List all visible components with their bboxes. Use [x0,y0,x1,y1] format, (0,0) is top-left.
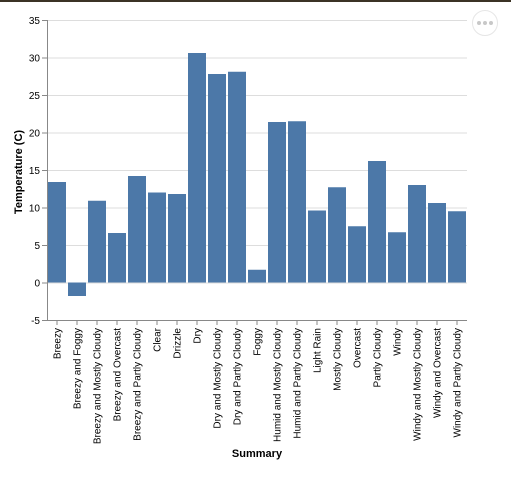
y-tick-label: 5 [34,241,40,252]
x-tick-label: Dry [193,328,204,344]
bar-10 [228,71,246,283]
x-tick-label: Breezy and Mostly Cloudy [93,328,104,444]
x-axis-title: Summary [232,448,283,460]
x-tick-label: Windy and Overcast [433,328,444,418]
bar-19 [408,185,426,283]
window-top-border [0,0,511,2]
y-tick-label: 10 [29,204,41,215]
bar-6 [148,192,166,283]
x-tick-label: Windy and Mostly Cloudy [413,328,424,441]
x-tick-label: Dry and Partly Cloudy [233,328,244,425]
x-tick-label: Breezy and Foggy [73,328,84,409]
y-axis-title: Temperature (C) [13,130,25,214]
bar-2 [68,282,86,296]
y-tick-label: 0 [34,279,40,290]
bar-4 [108,233,126,283]
x-tick-label: Light Rain [313,328,324,373]
axes: -5 0 5 10 15 20 25 30 35 Breezy Breezy and Foggy Br… [29,16,467,444]
bar-7 [168,194,186,283]
bar-14 [308,210,326,283]
bar-15 [328,187,346,283]
bar-5 [128,176,146,283]
x-tick-label: Clear [153,327,164,352]
x-tick-label: Humid and Mostly Cloudy [273,328,284,442]
y-tick-label: 30 [29,54,41,65]
bar-21 [448,211,466,283]
bar-17 [368,161,386,283]
bar-18 [388,232,406,283]
ellipsis-icon [483,21,487,25]
ellipsis-icon [489,21,493,25]
ellipsis-icon [477,21,481,25]
y-tick-label: 15 [29,166,41,177]
bar-12 [268,122,286,283]
y-tick-label: -5 [31,316,40,327]
x-tick-label: Breezy and Overcast [113,328,124,422]
x-tick-label: Drizzle [173,328,184,359]
x-tick-label: Breezy [53,328,64,359]
bar-20 [428,203,446,283]
y-tick-label: 35 [29,16,41,27]
x-tick-label: Windy [393,328,404,356]
x-tick-label: Partly Cloudy [373,328,384,387]
chart-actions-button[interactable] [472,10,498,36]
bar-16 [348,226,366,283]
bars [48,53,466,296]
bar-9 [208,74,226,283]
y-tick-label: 25 [29,91,41,102]
bar-11 [248,269,266,283]
bar-3 [88,200,106,283]
bar-8 [188,53,206,283]
x-tick-label: Mostly Cloudy [333,328,344,391]
x-tick-label: Windy and Partly Cloudy [453,328,464,438]
bar-1 [48,182,66,283]
bar-13 [288,121,306,283]
x-tick-label: Overcast [353,328,364,368]
x-tick-label: Dry and Mostly Cloudy [213,328,224,429]
x-tick-label: Foggy [253,328,264,356]
x-tick-label: Breezy and Partly Cloudy [133,328,144,441]
x-tick-label: Humid and Partly Cloudy [293,328,304,439]
y-tick-label: 20 [29,129,41,140]
